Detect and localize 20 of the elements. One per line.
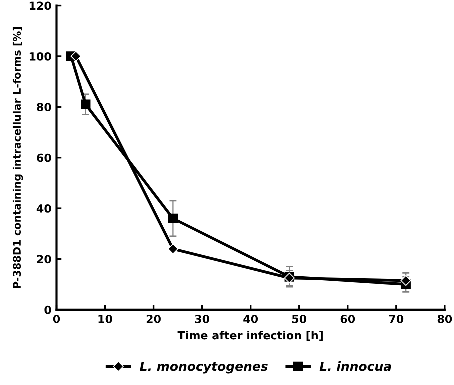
y-tick-label: 60 bbox=[37, 154, 52, 162]
legend-label: L. monocytogenes bbox=[140, 362, 268, 374]
x-tick-label: 10 bbox=[98, 314, 112, 324]
legend-label: L. innocua bbox=[320, 362, 392, 372]
x-tick-label: 50 bbox=[292, 314, 307, 324]
y-tick-label: 100 bbox=[30, 52, 52, 61]
x-tick-label: 40 bbox=[244, 314, 258, 324]
x-tick-label: 20 bbox=[146, 314, 161, 324]
y-tick-label: 40 bbox=[36, 204, 52, 213]
y-tick-label: 0 bbox=[44, 306, 52, 314]
x-tick-label: 30 bbox=[195, 314, 210, 324]
y-axis-title: P-388D1 containing intracellular L-forms [%] bbox=[12, 27, 24, 288]
y-tick-label: 20 bbox=[37, 255, 52, 264]
x-tick-label: 0 bbox=[53, 314, 60, 324]
y-tick-label: 120 bbox=[30, 2, 52, 10]
x-tick-label: 60 bbox=[340, 314, 356, 324]
x-tick-label: 70 bbox=[389, 314, 404, 324]
x-axis-title: Time after infection [h] bbox=[178, 331, 323, 342]
y-tick-label: 80 bbox=[37, 103, 52, 112]
x-tick-label: 80 bbox=[438, 314, 452, 324]
